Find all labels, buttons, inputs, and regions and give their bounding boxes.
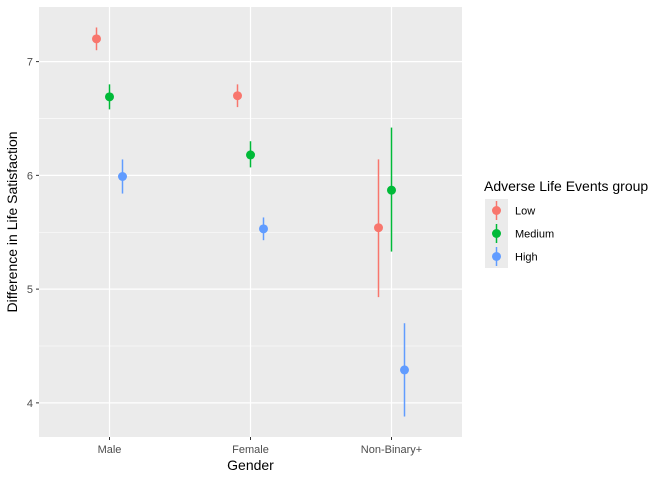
y-axis: 4 5 6 7 — [27, 57, 39, 410]
x-tick-label: Non-Binary+ — [361, 444, 422, 456]
y-tick-label: 6 — [27, 170, 33, 182]
y-axis-title: Difference in Life Satisfaction — [4, 131, 20, 312]
legend-label: Low — [515, 206, 535, 218]
legend: Adverse Life Events group Low Medium High — [484, 178, 648, 268]
legend-key-point — [492, 229, 501, 238]
data-point — [400, 365, 409, 375]
x-tick-label: Male — [98, 444, 122, 456]
data-point — [92, 34, 101, 44]
data-point — [259, 224, 268, 234]
legend-key-point — [492, 206, 501, 215]
legend-label: Medium — [515, 229, 554, 241]
data-point — [374, 223, 383, 233]
data-point — [105, 92, 114, 102]
y-tick-label: 5 — [27, 284, 33, 296]
x-axis-title: Gender — [227, 457, 274, 473]
y-tick-label: 7 — [27, 57, 33, 69]
legend-key-point — [492, 252, 501, 261]
y-tick-label: 4 — [27, 398, 33, 410]
data-marks — [92, 27, 409, 417]
x-axis: Male Female Non-Binary+ — [98, 437, 422, 456]
data-point — [246, 150, 255, 160]
legend-label: High — [515, 252, 538, 264]
legend-title: Adverse Life Events group — [484, 178, 648, 194]
x-tick-label: Female — [232, 444, 269, 456]
data-point — [233, 91, 242, 101]
data-point — [118, 171, 127, 181]
data-point — [387, 185, 396, 195]
